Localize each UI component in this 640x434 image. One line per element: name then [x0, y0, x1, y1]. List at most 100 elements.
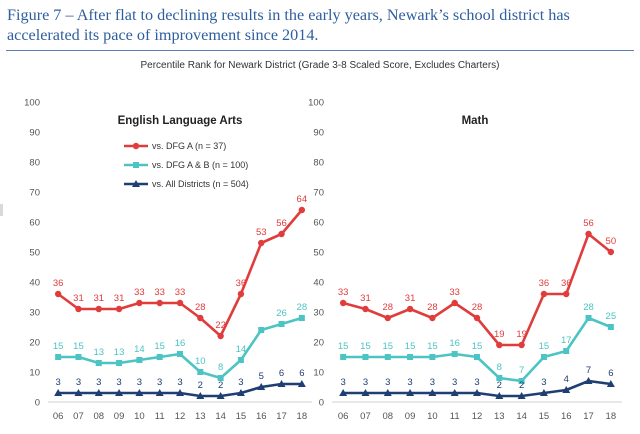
data-label: 36 [561, 278, 572, 289]
data-point-circle [95, 305, 102, 313]
data-label: 3 [76, 377, 81, 388]
y-tick-label: 80 [313, 158, 324, 169]
data-point-triangle [176, 389, 184, 396]
y-tick-label: 50 [313, 248, 324, 259]
y-tick-label: 0 [319, 398, 324, 409]
data-point-circle [406, 305, 414, 313]
data-label: 15 [73, 341, 84, 352]
x-tick-label: 11 [450, 411, 460, 422]
data-label: 28 [195, 302, 206, 313]
x-tick-label: 10 [427, 411, 438, 422]
data-label: 7 [586, 365, 591, 376]
x-tick-label: 15 [539, 411, 550, 422]
y-tick-label: 30 [313, 308, 324, 319]
data-label: 6 [279, 368, 284, 379]
panel-title: Math [462, 115, 489, 127]
data-label: 15 [405, 341, 416, 352]
data-label: 3 [474, 377, 479, 388]
data-point-square [156, 354, 163, 360]
data-point-square [518, 378, 525, 384]
data-point-triangle [428, 389, 437, 396]
x-tick-label: 13 [494, 411, 505, 422]
data-label: 3 [56, 377, 61, 388]
data-point-triangle [539, 389, 548, 396]
x-tick-label: 12 [175, 411, 186, 422]
data-label: 22 [215, 320, 226, 331]
data-point-square [278, 321, 285, 327]
title-divider [6, 50, 634, 51]
data-point-square [340, 354, 347, 360]
x-tick-label: 18 [297, 411, 308, 422]
x-tick-label: 16 [256, 411, 267, 422]
data-point-square [217, 375, 224, 381]
data-label: 33 [449, 287, 460, 298]
data-label: 14 [134, 344, 145, 355]
data-label: 31 [73, 293, 84, 304]
data-label: 28 [382, 302, 393, 313]
x-tick-label: 07 [73, 411, 84, 422]
data-label: 33 [175, 287, 186, 298]
legend-label: vs. DFG A & B (n = 100) [152, 160, 248, 170]
data-label: 3 [430, 377, 435, 388]
data-label: 3 [363, 377, 368, 388]
data-label: 3 [452, 377, 457, 388]
data-point-square [451, 351, 458, 357]
y-tick-label: 20 [29, 338, 40, 349]
data-label: 3 [541, 377, 546, 388]
data-point-square [362, 354, 369, 360]
data-label: 15 [427, 341, 438, 352]
data-point-triangle [94, 389, 103, 396]
x-tick-label: 08 [93, 411, 104, 422]
data-label: 16 [175, 338, 186, 349]
data-label: 28 [472, 302, 483, 313]
data-label: 4 [564, 374, 569, 385]
y-tick-label: 20 [313, 338, 324, 349]
data-point-triangle [297, 380, 306, 387]
data-point-square [585, 315, 592, 321]
data-point-triangle [236, 389, 245, 396]
data-label: 31 [405, 293, 416, 304]
data-label: 3 [116, 377, 121, 388]
data-point-triangle [74, 389, 83, 396]
figure-title-line-2: accelerated its pace of improvement sinc… [7, 26, 319, 44]
data-point-triangle [216, 392, 225, 399]
data-label: 3 [238, 377, 243, 388]
data-label: 8 [497, 362, 502, 373]
data-label: 19 [516, 329, 527, 340]
legend-label: vs. DFG A (n = 37) [152, 141, 226, 151]
data-label: 13 [114, 347, 125, 358]
data-point-triangle [406, 389, 415, 396]
data-point-triangle [339, 389, 348, 396]
data-point-circle [176, 299, 184, 307]
data-label: 15 [154, 341, 165, 352]
data-point-square [237, 357, 244, 363]
legend-marker-square [133, 162, 139, 168]
data-label: 36 [539, 278, 550, 289]
data-label: 15 [472, 341, 483, 352]
data-point-circle [540, 290, 548, 298]
data-point-triangle [361, 389, 370, 396]
y-tick-label: 70 [313, 188, 324, 199]
figure-title: Figure 7 – After flat to declining resul… [7, 5, 635, 45]
y-tick-label: 50 [29, 248, 40, 259]
y-tick-label: 40 [29, 278, 40, 289]
data-label: 36 [236, 278, 247, 289]
data-label: 3 [137, 377, 142, 388]
data-point-triangle [450, 389, 459, 396]
data-point-triangle [257, 383, 266, 390]
y-tick-label: 90 [313, 128, 324, 139]
edge-marker [0, 204, 3, 216]
data-point-square [429, 354, 436, 360]
y-tick-label: 10 [313, 368, 324, 379]
data-label: 8 [218, 362, 223, 373]
data-label: 28 [583, 302, 594, 313]
data-point-square [75, 354, 82, 360]
y-tick-label: 40 [313, 278, 324, 289]
data-point-square [95, 360, 102, 366]
data-label: 36 [53, 278, 64, 289]
x-tick-label: 16 [561, 411, 572, 422]
data-point-square [197, 369, 204, 375]
y-tick-label: 100 [308, 98, 324, 109]
data-point-circle [473, 314, 481, 322]
